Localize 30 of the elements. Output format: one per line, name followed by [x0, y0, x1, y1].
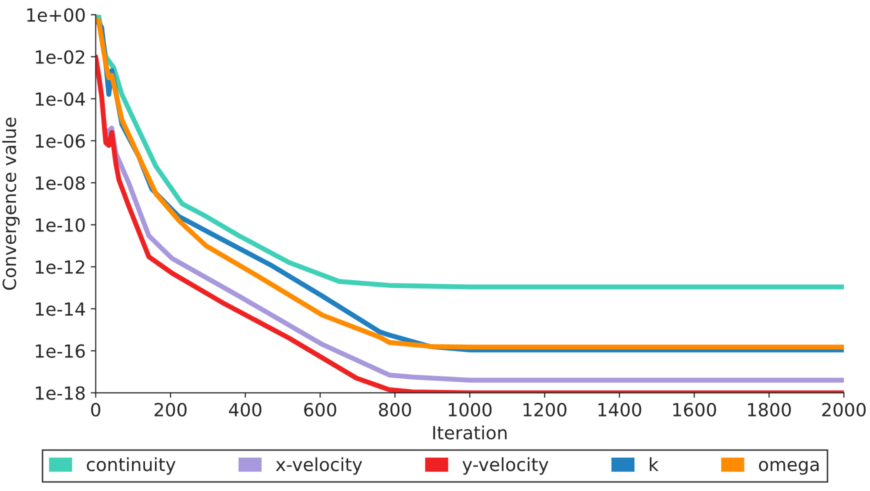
y-tick-label: 1e-10	[36, 218, 85, 232]
x-tick-label: 200	[154, 402, 187, 416]
x-tick-label: 1000	[448, 402, 492, 416]
y-tick-label: 1e-02	[36, 50, 84, 64]
x-tick-label: 0	[91, 402, 100, 416]
y-tick-label: 1e-14	[36, 302, 85, 316]
y-tick-label: 1e-18	[36, 386, 85, 400]
y-tick-label: 1e-08	[36, 176, 85, 190]
legend-label: k	[650, 457, 659, 471]
line-series	[104, 126, 844, 383]
y-tick-label: 1e-06	[36, 134, 85, 148]
x-tick-label: 600	[304, 402, 336, 416]
line-series	[96, 14, 844, 290]
x-tick-label: 1800	[748, 402, 791, 416]
y-tick-label: 1e+00	[27, 8, 85, 22]
x-tick-label: 2000	[822, 402, 866, 416]
y-tick-label: 1e-16	[36, 344, 85, 358]
x-tick-label: 1400	[598, 402, 642, 416]
x-tick-label: 400	[228, 402, 262, 416]
legend-label: y-velocity	[462, 457, 548, 475]
x-tick-label: 1600	[673, 402, 716, 416]
x-tick-label: 1200	[524, 402, 566, 416]
x-axis-title: Iteration	[433, 426, 507, 440]
y-axis-title: Convergence value	[2, 118, 20, 290]
legend-label: omega	[758, 460, 819, 475]
legend-label: x-velocity	[276, 457, 362, 475]
legend-label: continuity	[86, 457, 176, 475]
x-tick-label: 800	[378, 402, 412, 416]
y-tick-label: 1e-04	[36, 92, 85, 106]
y-tick-label: 1e-12	[36, 260, 84, 274]
